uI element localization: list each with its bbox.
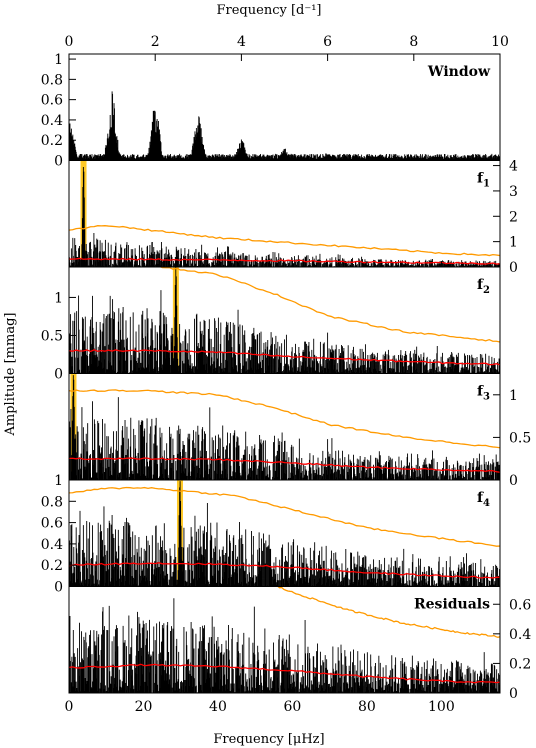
spectrum-trace xyxy=(69,91,500,161)
top-x-tick-label: 10 xyxy=(491,34,509,50)
panel-label-subscript: 2 xyxy=(483,285,490,296)
y-axis-title: Amplitude [mmag] xyxy=(3,313,18,437)
noise-level-line xyxy=(69,663,500,684)
bottom-x-tick-label: 100 xyxy=(428,699,455,715)
y-tick-label: 0.4 xyxy=(41,537,63,553)
y-tick-label: 0.8 xyxy=(41,494,63,510)
significance-line xyxy=(69,486,500,547)
y-tick-label: 4 xyxy=(509,159,518,175)
top-axis-title: Frequency [d⁻¹] xyxy=(217,3,322,18)
top-x-tick-label: 8 xyxy=(409,34,418,50)
noise-level-line xyxy=(69,562,500,579)
panel-plot-area xyxy=(69,586,500,693)
panel-label: Residuals xyxy=(414,597,490,613)
y-tick-label: 0.4 xyxy=(509,627,531,643)
y-tick-label: 0 xyxy=(54,580,63,596)
y-tick-label: 1 xyxy=(54,290,63,306)
panels-group: 00.20.40.60.81Window01234f100.51f200.51f… xyxy=(41,52,532,702)
y-tick-label: 0.5 xyxy=(41,328,63,344)
top-x-tick-label: 4 xyxy=(237,34,246,50)
y-tick-label: 0 xyxy=(509,260,518,276)
y-tick-label: 0.2 xyxy=(41,133,63,149)
y-tick-label: 0.6 xyxy=(509,597,531,613)
panel-label-subscript: 4 xyxy=(483,498,490,509)
y-tick-label: 0.2 xyxy=(41,558,63,574)
top-x-tick-label: 2 xyxy=(151,34,160,50)
bottom-axis-title: Frequency [μHz] xyxy=(213,732,324,747)
y-tick-label: 0 xyxy=(54,367,63,383)
bottom-axis: 0 20 40 60 80 100 xyxy=(65,699,455,715)
spectrum-trace xyxy=(69,167,500,267)
noise-level-line xyxy=(69,257,500,265)
y-tick-label: 1 xyxy=(54,473,63,489)
y-tick-label: 0 xyxy=(54,154,63,170)
bottom-x-tick-label: 0 xyxy=(65,699,74,715)
significance-line xyxy=(69,225,500,257)
y-tick-label: 0.4 xyxy=(41,113,63,129)
y-tick-label: 0 xyxy=(509,686,518,702)
panel-label-subscript: 1 xyxy=(483,179,490,190)
noise-level-line xyxy=(69,349,500,366)
bottom-x-tick-label: 40 xyxy=(209,699,227,715)
panel-plot-area xyxy=(69,480,500,587)
y-tick-label: 1 xyxy=(509,235,518,251)
y-tick-label: 0.6 xyxy=(41,93,63,109)
top-x-tick-label: 6 xyxy=(323,34,332,50)
bottom-x-tick-label: 80 xyxy=(358,699,376,715)
y-tick-label: 0.2 xyxy=(509,656,531,672)
top-x-tick-label: 0 xyxy=(65,34,74,50)
panel-window: 0 0.2 0.4 0.6 0.8 1 Window xyxy=(41,52,501,170)
significance-line xyxy=(276,586,500,639)
y-tick-label: 3 xyxy=(509,184,518,200)
y-tick-label: 2 xyxy=(509,209,518,225)
bottom-x-tick-label: 60 xyxy=(284,699,302,715)
panel-residuals: 0 0.2 0.4 0.6 Residuals xyxy=(68,586,531,702)
y-tick-label: 0.6 xyxy=(41,516,63,532)
y-tick-label: 0.5 xyxy=(509,430,531,446)
y-tick-label: 0.8 xyxy=(41,72,63,88)
spectrum-trace xyxy=(69,481,500,587)
panel-label-subscript: 3 xyxy=(483,392,490,403)
panel-plot-area xyxy=(69,91,500,161)
panel-label: Window xyxy=(427,64,491,80)
panel-frame xyxy=(68,586,501,694)
y-tick-label: 1 xyxy=(509,388,518,404)
bottom-x-tick-label: 20 xyxy=(135,699,153,715)
top-axis: 0 2 4 6 8 10 xyxy=(65,34,509,61)
noise-level-line xyxy=(69,457,500,473)
significance-line xyxy=(152,267,500,343)
significance-line xyxy=(69,389,500,449)
y-tick-label: 1 xyxy=(54,52,63,68)
panel-plot-area xyxy=(69,160,500,267)
y-tick-label: 0 xyxy=(509,473,518,489)
